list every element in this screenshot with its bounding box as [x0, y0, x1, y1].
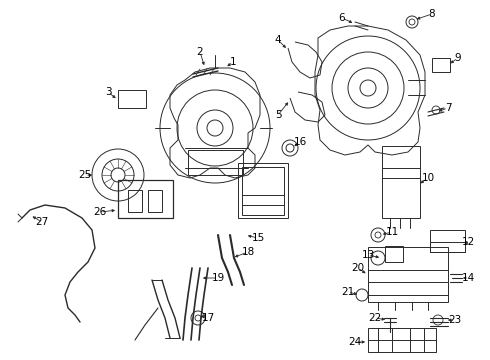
Text: 3: 3 [105, 87, 111, 97]
Bar [432, 58, 450, 72]
Text: 21: 21 [342, 287, 355, 297]
Text: 6: 6 [339, 13, 345, 23]
Text: 15: 15 [251, 233, 265, 243]
Text: 25: 25 [78, 170, 92, 180]
Text: 1: 1 [230, 57, 236, 67]
Bar [385, 246, 403, 262]
Bar [148, 190, 162, 212]
Text: 12: 12 [462, 237, 475, 247]
Text: 14: 14 [462, 273, 475, 283]
Bar [118, 180, 173, 218]
Bar [368, 328, 436, 352]
Text: 7: 7 [445, 103, 451, 113]
Text: 23: 23 [448, 315, 462, 325]
Text: 19: 19 [211, 273, 224, 283]
Text: 5: 5 [275, 110, 281, 120]
Bar [238, 163, 288, 218]
Text: 10: 10 [421, 173, 435, 183]
Text: 20: 20 [351, 263, 365, 273]
Text: 8: 8 [429, 9, 435, 19]
Bar [118, 90, 146, 108]
Bar [430, 230, 465, 252]
Text: 18: 18 [242, 247, 255, 257]
Bar [128, 190, 142, 212]
Bar [368, 247, 448, 302]
Text: 16: 16 [294, 137, 307, 147]
Text: 27: 27 [35, 217, 49, 227]
Text: 17: 17 [201, 313, 215, 323]
Text: 13: 13 [362, 250, 375, 260]
Text: 4: 4 [275, 35, 281, 45]
Text: 9: 9 [455, 53, 461, 63]
Text: 24: 24 [348, 337, 362, 347]
Text: 11: 11 [385, 227, 399, 237]
Bar [242, 167, 284, 215]
Text: 26: 26 [94, 207, 107, 217]
Bar [188, 150, 243, 175]
Bar [382, 146, 420, 218]
Text: 2: 2 [196, 47, 203, 57]
Text: 22: 22 [368, 313, 382, 323]
